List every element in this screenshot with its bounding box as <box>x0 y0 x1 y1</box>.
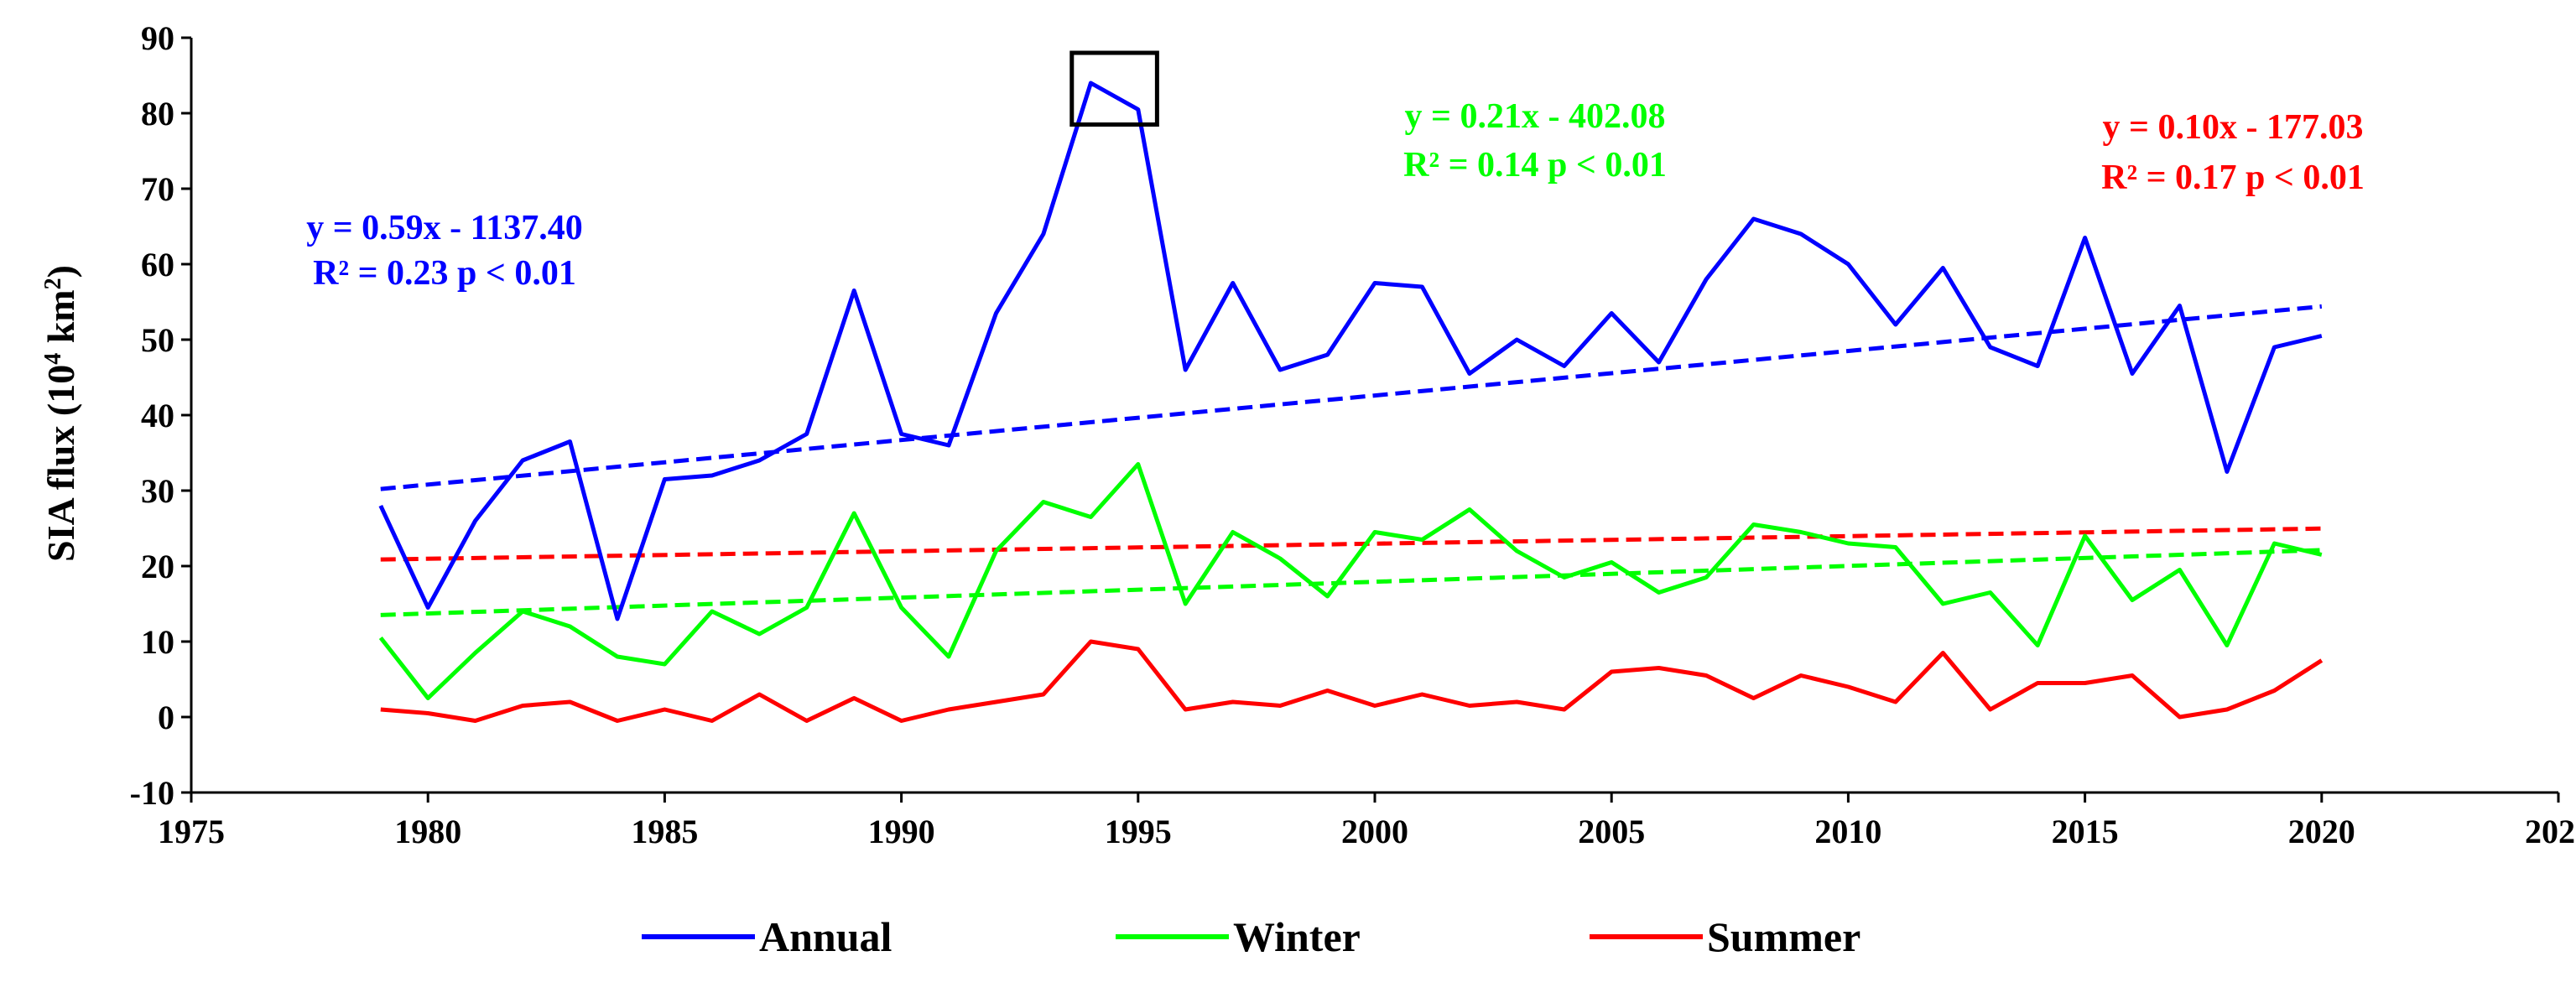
equation-annual: y = 0.59x - 1137.40 R² = 0.23 p < 0.01 <box>306 209 583 293</box>
axes: -10 0 10 20 30 40 50 60 70 80 90 1975 1980 1985 1990 19… <box>130 19 2576 850</box>
equation-summer: y = 0.10x - 177.03 R² = 0.17 p < 0.01 <box>2101 108 2365 197</box>
trend-line-winter <box>380 548 2322 617</box>
legend-label-annual: Annual <box>759 913 892 960</box>
x-tick-label: 2020 <box>2288 813 2355 850</box>
y-tick-label: -10 <box>130 774 174 812</box>
equation-winter: y = 0.21x - 402.08 R² = 0.14 p < 0.01 <box>1403 97 1667 184</box>
equation-winter-line2: R² = 0.14 p < 0.01 <box>1403 146 1667 184</box>
legend-label-winter: Winter <box>1233 913 1361 960</box>
x-tick-label: 2025 <box>2525 813 2576 850</box>
x-tick-label: 2005 <box>1578 813 1645 850</box>
series-line-winter <box>378 462 2323 700</box>
y-tick-label: 40 <box>141 397 174 434</box>
y-axis-title: SIA flux (104 km2) <box>39 265 82 562</box>
x-tick-label: 1975 <box>158 813 225 850</box>
equation-summer-line1: y = 0.10x - 177.03 <box>2103 108 2364 147</box>
annotation-box <box>1069 50 1159 127</box>
legend-item-annual: Annual <box>642 913 892 960</box>
equation-annual-line1: y = 0.59x - 1137.40 <box>306 209 583 247</box>
equation-annual-line2: R² = 0.23 p < 0.01 <box>313 254 576 293</box>
x-tick-label: 1995 <box>1105 813 1172 850</box>
trend-line-summer <box>380 526 2322 562</box>
y-tick-label: 50 <box>141 321 174 359</box>
y-tick-label: 10 <box>141 623 174 661</box>
x-tick-label: 2000 <box>1341 813 1408 850</box>
y-tick-label: 90 <box>141 19 174 57</box>
legend: Annual Winter Summer <box>642 913 1860 960</box>
y-axis-title-sup1: 4 <box>40 353 66 365</box>
x-tick-label: 1980 <box>394 813 461 850</box>
series-line-annual <box>378 81 2323 621</box>
series-lines <box>378 81 2324 723</box>
x-tick-label: 1990 <box>868 813 935 850</box>
legend-item-summer: Summer <box>1590 913 1860 960</box>
y-tick-label: 60 <box>141 246 174 283</box>
y-axis-title-close: ) <box>39 265 82 278</box>
x-tick-label: 1985 <box>631 813 698 850</box>
y-tick-label: 70 <box>141 170 174 208</box>
y-tick-label: 80 <box>141 95 174 133</box>
y-tick-label: 20 <box>141 548 174 585</box>
x-tick-label: 2015 <box>2052 813 2119 850</box>
trend-line-annual <box>380 304 2323 491</box>
legend-label-summer: Summer <box>1707 913 1860 960</box>
y-tick-label: 30 <box>141 472 174 510</box>
equation-winter-line1: y = 0.21x - 402.08 <box>1405 97 1666 136</box>
y-axis-title-main: SIA flux (10 <box>39 365 82 562</box>
peak-highlight-box <box>1069 50 1159 127</box>
series-line-summer <box>380 639 2324 723</box>
trend-lines <box>380 304 2323 617</box>
x-tick-label: 2010 <box>1814 813 1881 850</box>
legend-item-winter: Winter <box>1116 913 1361 960</box>
y-tick-label: 0 <box>158 699 174 736</box>
y-axis-title-unit: km <box>39 289 82 352</box>
y-axis-title-sup2: 2 <box>40 278 66 289</box>
equation-summer-line2: R² = 0.17 p < 0.01 <box>2101 159 2365 197</box>
